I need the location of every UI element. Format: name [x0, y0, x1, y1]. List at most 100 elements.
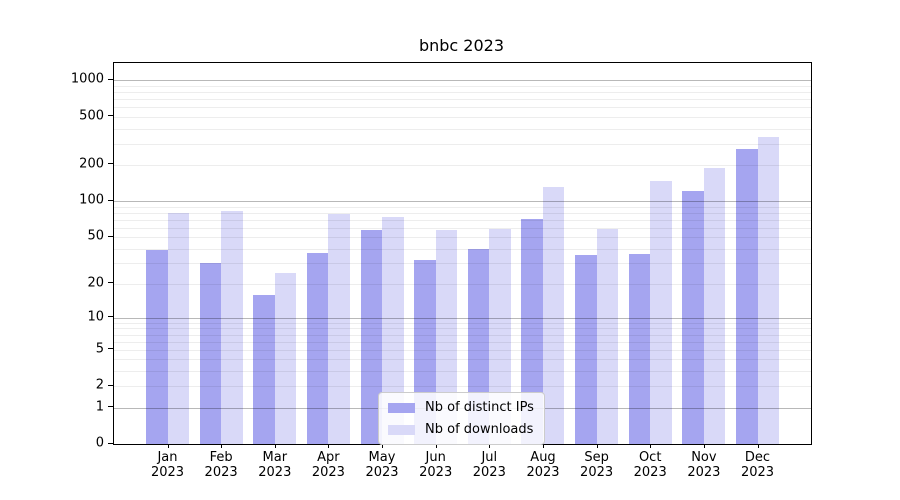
grid-line-minor-900 [114, 85, 811, 87]
y-tick-label-2: 2 [95, 377, 104, 393]
y-tick-mark-200 [108, 163, 113, 165]
y-tick-label-200: 200 [79, 156, 104, 172]
y-tick-label-100: 100 [79, 192, 104, 208]
x-tick-mark-may-2023 [382, 444, 383, 448]
bar-jan-2023-nb-of-downloads [167, 212, 189, 444]
x-tick-label-sep-2023: Sep 2023 [580, 450, 614, 480]
grid-line-minor-70 [114, 219, 811, 221]
x-tick-mark-dec-2023 [757, 444, 759, 448]
x-tick-mark-jun-2023 [435, 444, 437, 448]
bar-apr-2023-nb-of-distinct-ips [306, 252, 329, 444]
x-tick-label-mar-2023: Mar 2023 [258, 450, 292, 480]
grid-line-minor-9 [114, 322, 811, 324]
grid-line-major-100 [114, 201, 811, 203]
bar-mar-2023-nb-of-downloads [274, 272, 297, 444]
grid-line-minor-500 [114, 116, 811, 118]
y-tick-mark-5 [108, 348, 113, 350]
y-tick-label-5: 5 [95, 341, 104, 357]
x-tick-label-may-2023: May 2023 [365, 450, 399, 480]
x-tick-label-oct-2023: Oct 2023 [633, 450, 667, 480]
grid-line-minor-20 [114, 283, 811, 285]
grid-line-minor-8 [114, 328, 811, 330]
x-tick-mark-feb-2023 [221, 444, 223, 448]
bar-oct-2023-nb-of-distinct-ips [628, 253, 651, 444]
bar-oct-2023-nb-of-downloads [650, 180, 672, 444]
grid-line-minor-2 [114, 386, 811, 388]
x-tick-label-aug-2023: Aug 2023 [526, 450, 560, 480]
bar-apr-2023-nb-of-downloads [328, 214, 350, 444]
y-tick-label-50: 50 [87, 228, 104, 244]
grid-line-major-10 [114, 317, 811, 319]
x-tick-mark-nov-2023 [703, 444, 705, 448]
grid-line-minor-80 [114, 212, 811, 214]
legend-swatch-nb-of-distinct-ips [388, 402, 415, 413]
x-tick-mark-sep-2023 [596, 444, 598, 448]
grid-line-minor-6 [114, 341, 811, 343]
grid-line-major-1000 [114, 80, 811, 82]
x-tick-label-nov-2023: Nov 2023 [687, 450, 721, 480]
bars-layer [114, 63, 811, 444]
y-tick-label-0: 0 [95, 435, 104, 451]
grid-line-minor-800 [114, 92, 811, 94]
y-tick-label-1: 1 [95, 399, 104, 414]
y-tick-label-1000: 1000 [70, 71, 104, 87]
bar-aug-2023-nb-of-downloads [542, 187, 565, 444]
grid-line-minor-90 [114, 206, 811, 208]
grid-line-minor-60 [114, 227, 811, 229]
y-tick-mark-50 [108, 235, 113, 237]
y-tick-label-10: 10 [87, 309, 104, 325]
legend-row-nb-of-downloads: Nb of downloads [388, 422, 534, 437]
grid-line-minor-700 [114, 99, 811, 101]
bar-mar-2023-nb-of-distinct-ips [253, 294, 275, 444]
grid-line-minor-3 [114, 371, 811, 372]
x-tick-mark-apr-2023 [328, 444, 330, 448]
grid-line-minor-30 [114, 263, 811, 265]
y-tick-mark-1000 [108, 78, 113, 80]
bar-sep-2023-nb-of-downloads [596, 229, 619, 444]
bar-jan-2023-nb-of-distinct-ips [146, 249, 168, 444]
x-tick-label-jul-2023: Jul 2023 [472, 450, 506, 480]
legend: Nb of distinct IPs Nb of downloads [378, 392, 545, 445]
grid-line-minor-50 [114, 237, 811, 238]
chart-title: bnbc 2023 [418, 36, 505, 55]
grid-line-minor-7 [114, 334, 811, 336]
bar-dec-2023-nb-of-downloads [757, 137, 779, 444]
x-tick-label-apr-2023: Apr 2023 [311, 450, 345, 480]
grid-line-minor-40 [114, 248, 811, 250]
grid-line-minor-200 [114, 164, 811, 166]
bar-feb-2023-nb-of-distinct-ips [199, 263, 222, 444]
bar-dec-2023-nb-of-distinct-ips [736, 149, 758, 444]
legend-label-nb-of-distinct-ips: Nb of distinct IPs [425, 400, 534, 415]
y-tick-label-500: 500 [79, 108, 104, 124]
grid-line-minor-300 [114, 143, 811, 145]
x-tick-mark-mar-2023 [274, 444, 276, 448]
plot-area: Nb of distinct IPs Nb of downloads [113, 62, 812, 445]
bar-nov-2023-nb-of-downloads [703, 168, 726, 444]
x-tick-label-feb-2023: Feb 2023 [204, 450, 238, 480]
y-tick-mark-2 [108, 384, 113, 386]
y-tick-mark-100 [108, 199, 113, 201]
legend-label-nb-of-downloads: Nb of downloads [425, 422, 534, 437]
bar-sep-2023-nb-of-distinct-ips [575, 255, 597, 444]
x-tick-mark-jan-2023 [167, 444, 169, 448]
x-tick-label-jan-2023: Jan 2023 [150, 450, 185, 480]
legend-swatch-nb-of-downloads [388, 424, 415, 435]
bar-nov-2023-nb-of-distinct-ips [682, 190, 704, 444]
x-tick-label-jun-2023: Jun 2023 [419, 450, 453, 480]
grid-line-minor-4 [114, 359, 811, 361]
bar-feb-2023-nb-of-downloads [221, 210, 243, 444]
y-tick-mark-500 [108, 115, 113, 117]
grid-line-minor-600 [114, 107, 811, 109]
y-tick-mark-1 [108, 406, 113, 407]
y-tick-mark-10 [108, 316, 113, 318]
grid-layer [114, 63, 811, 444]
x-tick-mark-aug-2023 [543, 444, 544, 448]
y-tick-mark-20 [108, 282, 113, 284]
grid-line-minor-5 [114, 349, 811, 351]
grid-line-minor-400 [114, 128, 811, 130]
y-tick-mark-0 [108, 442, 113, 444]
y-tick-label-20: 20 [87, 275, 104, 291]
x-tick-mark-oct-2023 [650, 444, 652, 448]
x-tick-mark-jul-2023 [489, 444, 491, 448]
